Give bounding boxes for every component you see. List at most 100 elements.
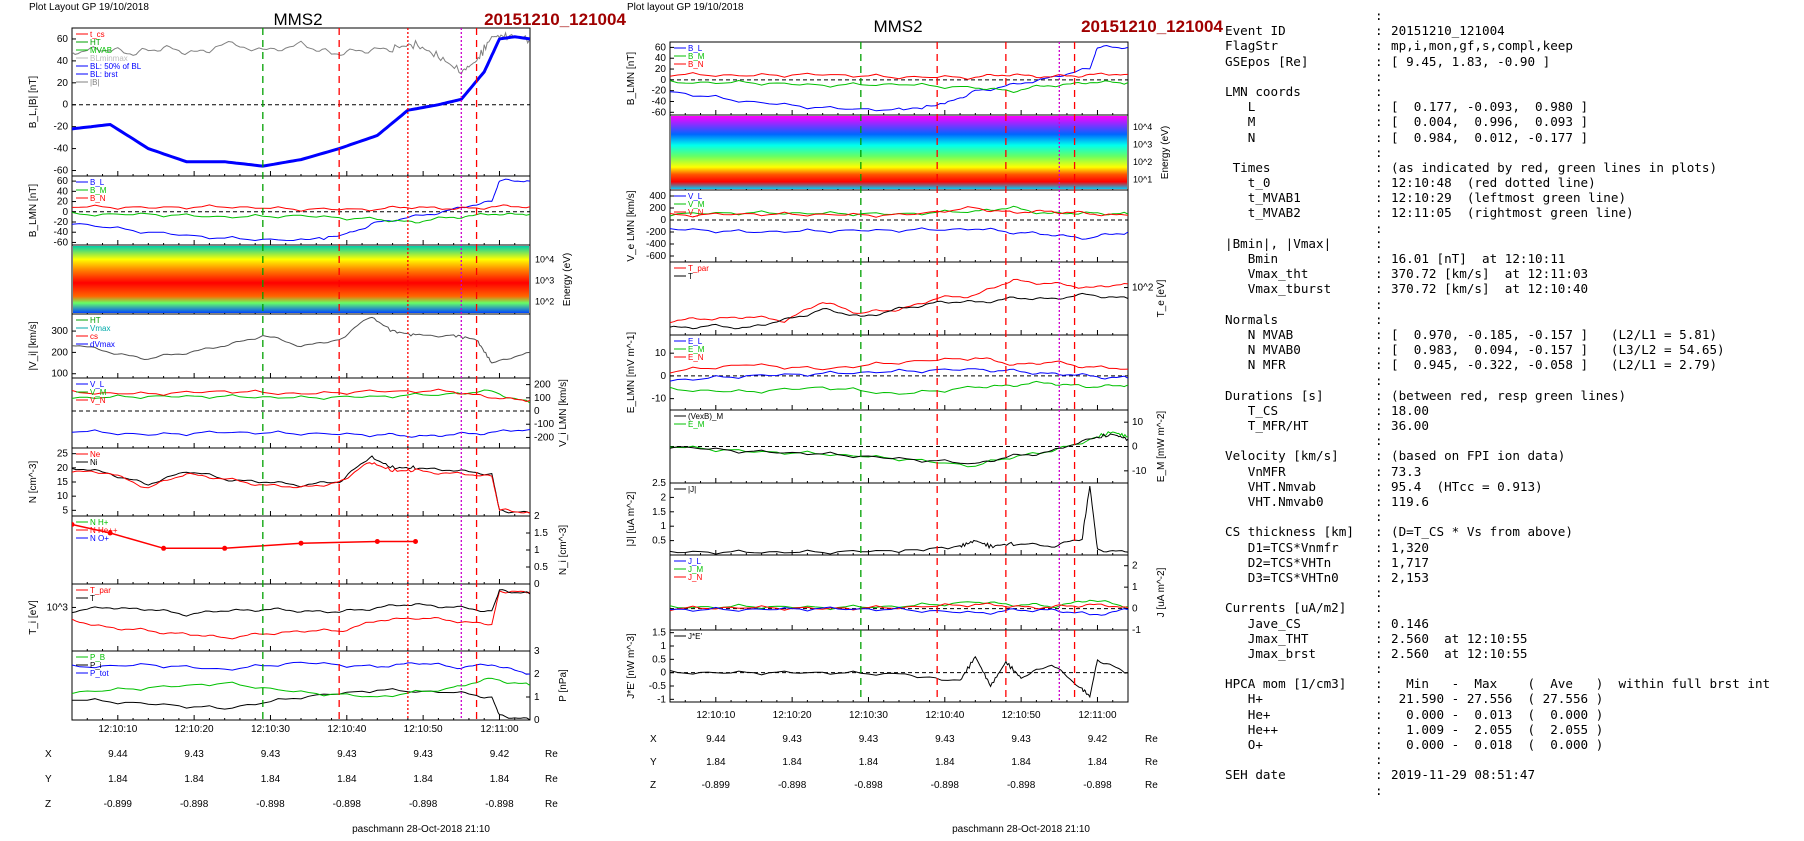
ephem-row-label: X [650, 734, 657, 745]
info-colon: : [1375, 8, 1383, 23]
series-line [670, 357, 1128, 374]
legend-label: E_M [688, 420, 705, 429]
ephem-value: 9.44 [706, 734, 726, 745]
ephem-value: 9.43 [413, 749, 433, 760]
y-tick-label: 10^2 [1132, 283, 1154, 294]
info-colon: : [1375, 661, 1383, 677]
y-tick-label: 10 [57, 491, 69, 502]
legend-label: P_B [90, 653, 105, 662]
info-colon: : [1375, 342, 1383, 358]
info-value: 0.146 [1391, 615, 1429, 631]
y-tick-label: 0 [1132, 604, 1138, 615]
spacecraft-title: MMS2 [873, 17, 922, 36]
ephem-value: -0.899 [702, 780, 731, 791]
info-row: Velocity [km/s]: (based on FPI ion data) [1225, 448, 1770, 463]
ephem-value: -0.898 [485, 799, 514, 810]
info-key: HPCA mom [1/cm3] [1225, 676, 1347, 692]
info-value: 2019-11-29 08:51:47 [1391, 767, 1536, 783]
info-value: [ 0.983, 0.094, -0.157 ] (L3/L2 = 54.65) [1391, 342, 1725, 358]
figure-left: Plot Layout GP 19/10/2018 MMS2 20151210_12… [28, 2, 626, 835]
series-line [72, 523, 416, 550]
y-tick-label: -10 [652, 394, 667, 405]
info-row: N MFR: [ 0.945, -0.322, -0.058 ] (L2/L1 =… [1225, 357, 1770, 372]
y-tick-label: 25 [57, 449, 69, 460]
info-colon: : [1375, 68, 1383, 84]
info-colon: : [1375, 251, 1383, 266]
y-tick-label: 1 [660, 641, 666, 652]
info-colon: : [1375, 615, 1383, 631]
ephem-value: -0.898 [180, 799, 209, 810]
y-tick-label: 60 [655, 42, 667, 53]
info-value: 0.000 - 0.018 ( 0.000 ) [1391, 737, 1604, 752]
info-row: VHT.Nmvab0:119.6 [1225, 494, 1770, 509]
series-line [72, 590, 530, 640]
x-tick-label: 12:10:10 [696, 710, 735, 721]
y-tick-label: 10^1 [1133, 175, 1152, 185]
info-colon: : [1375, 463, 1383, 479]
info-key: Bmin [1225, 251, 1279, 266]
info-row: Bmin:16.01 [nT] at 12:10:11 [1225, 251, 1770, 266]
ephem-value: -0.898 [854, 780, 883, 791]
ephem-row-label: Z [650, 780, 656, 791]
info-colon: : [1375, 159, 1383, 175]
y-axis-label: N_i [cm^-3] [558, 525, 569, 575]
event-id-title: 20151210_121004 [484, 10, 626, 29]
info-value: 16.01 [nT] at 12:10:11 [1391, 251, 1566, 266]
y-tick-label: 1.5 [652, 628, 666, 639]
y-tick-label: 15 [57, 477, 69, 488]
series-group [72, 178, 530, 242]
panel-left-6: 2 1.5 1 0.5 0 N_i [cm^-3] N H+N He++N O+ [71, 511, 569, 590]
info-key: N [1225, 129, 1256, 145]
info-colon: : [1375, 281, 1383, 297]
info-colon: : [1375, 190, 1383, 206]
ephem-value: -0.898 [1083, 780, 1112, 791]
ephem-value: -0.899 [104, 799, 133, 810]
legend-label: J_M [688, 565, 703, 574]
y-tick-label: -100 [534, 419, 554, 430]
y-tick-label: 2.5 [652, 478, 666, 489]
info-row: : [1225, 221, 1770, 236]
info-value: [ 0.945, -0.322, -0.058 ] (L2/L1 = 2.79) [1391, 357, 1718, 373]
legend-label: |J| [688, 485, 696, 494]
info-colon: : [1375, 782, 1383, 798]
info-value: 73.3 [1391, 463, 1422, 479]
series-line [670, 72, 1128, 80]
y-tick-label: -20 [54, 122, 69, 133]
legend-label: B_L [90, 178, 105, 187]
info-value: 2.560 at 12:10:55 [1391, 645, 1528, 661]
series-line [670, 44, 1128, 112]
info-row: : [1225, 145, 1770, 160]
info-key: Durations [s] [1225, 387, 1324, 403]
legend-label: Vmax [90, 324, 110, 333]
y-tick-label: -200 [534, 432, 554, 443]
figure-right: Plot layout GP 19/10/2018 MMS2 20151210_12… [626, 2, 1223, 835]
info-key: Times [1225, 159, 1271, 175]
ephem-value: 9.43 [184, 749, 204, 760]
info-colon: : [1375, 235, 1383, 251]
energy-spectrogram [73, 246, 529, 313]
info-row: He++: 1.009 - 2.055 ( 2.055 ) [1225, 722, 1770, 737]
info-row: : [1225, 752, 1770, 767]
info-colon: : [1375, 129, 1383, 145]
ephem-value: 9.43 [935, 734, 955, 745]
info-colon: : [1375, 494, 1383, 509]
y-tick-label: 10 [1132, 417, 1144, 428]
series-line [72, 204, 530, 212]
y-tick-label: -1 [657, 694, 666, 705]
info-row: Event ID:20151210_121004 [1225, 23, 1770, 38]
info-value: [ 0.984, 0.012, -0.177 ] [1391, 129, 1589, 145]
info-value: [ 0.004, 0.996, 0.093 ] [1391, 114, 1589, 130]
panel-right-6: 2.5 2 1.5 1 0.5 |J| [uA m^-2] |J| [626, 478, 1129, 556]
series-line [670, 205, 1128, 217]
ephem-value: 1.84 [706, 757, 726, 768]
info-colon: : [1375, 23, 1383, 39]
series-line [670, 602, 1128, 612]
x-tick-label: 12:10:30 [849, 710, 888, 721]
legend-label: V_L [90, 380, 105, 389]
series-group [670, 278, 1128, 330]
info-colon: : [1375, 737, 1383, 752]
info-key: GSEpos [Re] [1225, 53, 1309, 69]
y-axis-label: E_M [mW m^-2] [1156, 411, 1167, 483]
